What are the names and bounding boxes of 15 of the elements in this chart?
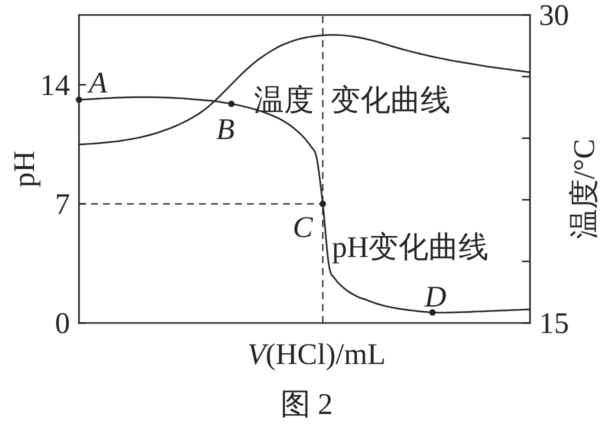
annotation: A	[86, 66, 108, 100]
y-tick-label: 7	[55, 187, 70, 220]
annotation: B	[216, 112, 235, 146]
y2-axis-title: 温度/°C	[568, 138, 600, 240]
annotation: D	[424, 280, 447, 313]
annotation: C	[292, 210, 314, 244]
y2-tick-label: 30	[539, 0, 569, 32]
caption: 图 2	[280, 388, 333, 420]
y-tick-label: 0	[55, 306, 70, 340]
x-axis-title: V(HCl)/mL	[247, 338, 386, 370]
y-tick-label: 14	[40, 68, 70, 102]
series-label: 温度 变化曲线	[254, 84, 450, 116]
y-axis-title: pH	[8, 150, 40, 188]
series-label: pH变化曲线	[332, 230, 489, 264]
y2-tick-label: 15	[539, 306, 569, 340]
